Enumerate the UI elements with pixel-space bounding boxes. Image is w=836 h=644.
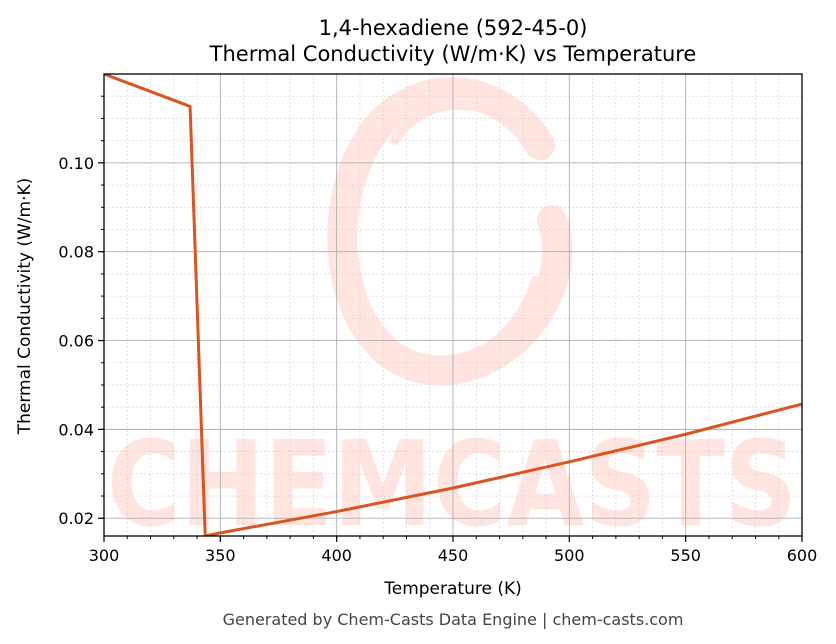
x-tick-label: 600	[787, 546, 818, 565]
x-tick-label: 350	[205, 546, 236, 565]
y-tick-label: 0.02	[58, 509, 94, 528]
y-tick-label: 0.04	[58, 420, 94, 439]
x-tick-label: 500	[554, 546, 585, 565]
series-layer	[104, 74, 802, 536]
watermark-text: CHEMCASTS	[107, 415, 797, 553]
x-tick-label: 450	[438, 546, 469, 565]
tick-labels: 300 350 400 450 500 550 600 0.02 0.04 0.06 0.08 0.1…	[58, 154, 817, 565]
chemcasts-watermark: CHEMCASTS	[107, 77, 797, 553]
chart-subtitle: Thermal Conductivity (W/m·K) vs Temperat…	[209, 42, 697, 66]
x-axis-label: Temperature (K)	[383, 579, 522, 599]
series-line	[104, 74, 802, 536]
x-tick-label: 300	[89, 546, 120, 565]
footer-credit: Generated by Chem-Casts Data Engine | ch…	[223, 610, 684, 629]
chemcasts-logo-icon	[327, 77, 573, 386]
x-tick-label: 400	[321, 546, 352, 565]
axis-ticks	[98, 95, 803, 542]
y-tick-label: 0.10	[58, 154, 94, 173]
y-tick-label: 0.08	[58, 243, 94, 262]
x-tick-label: 550	[670, 546, 701, 565]
chart-title: 1,4-hexadiene (592-45-0)	[319, 16, 588, 40]
y-axis-label: Thermal Conductivity (W/m·K)	[15, 178, 35, 436]
y-tick-label: 0.06	[58, 332, 94, 351]
